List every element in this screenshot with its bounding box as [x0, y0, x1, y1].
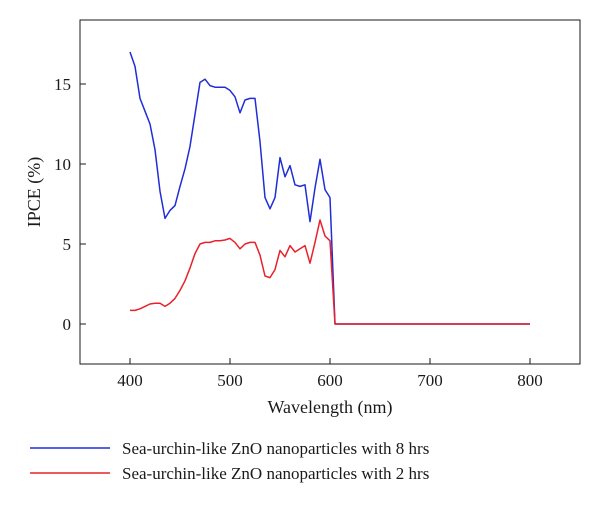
y-tick-label: 10 [54, 155, 71, 174]
series-line-1 [129, 51, 530, 325]
x-tick-label: 800 [517, 371, 543, 390]
x-axis-title: Wavelength (nm) [267, 397, 392, 418]
y-tick-label: 15 [54, 75, 71, 94]
legend-label-2: Sea-urchin-like ZnO nanoparticles with 2… [122, 464, 429, 483]
y-tick-label: 5 [63, 235, 72, 254]
legend-label-1: Sea-urchin-like ZnO nanoparticles with 8… [122, 439, 429, 458]
y-axis-ticks: 0 5 10 15 [54, 75, 86, 334]
plot-frame [79, 19, 581, 365]
x-tick-label: 700 [417, 371, 443, 390]
x-tick-label: 600 [317, 371, 343, 390]
y-tick-label: 0 [63, 315, 72, 334]
x-tick-label: 500 [217, 371, 243, 390]
x-axis-ticks: 400 500 600 700 800 [117, 358, 543, 390]
legend: Sea-urchin-like ZnO nanoparticles with 8… [30, 439, 429, 483]
y-axis-title: IPCE (%) [24, 157, 45, 228]
x-tick-label: 400 [117, 371, 143, 390]
series-layer [129, 51, 530, 325]
series-line-2 [130, 219, 530, 325]
